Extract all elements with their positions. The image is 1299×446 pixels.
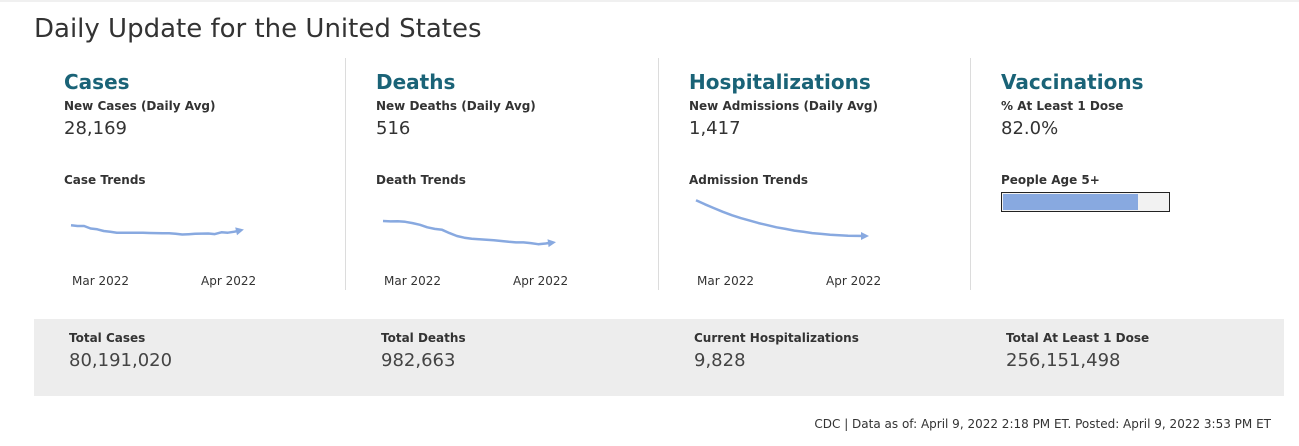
vaccination-progress-bar — [1001, 192, 1170, 212]
vaccinations-heading[interactable]: Vaccinations — [1001, 70, 1144, 94]
case-axis-start: Mar 2022 — [72, 274, 129, 288]
total-cases-label: Total Cases — [69, 331, 146, 345]
death-trends-label: Death Trends — [376, 173, 466, 187]
divider — [345, 58, 346, 290]
admission-trend-chart — [695, 199, 869, 240]
case-trends-label: Case Trends — [64, 173, 146, 187]
current-hospitalizations-label: Current Hospitalizations — [694, 331, 859, 345]
total-cases-value: 80,191,020 — [69, 350, 173, 371]
total-deaths-value: 982,663 — [381, 350, 456, 371]
case-axis-end: Apr 2022 — [201, 274, 257, 288]
cases-card: Cases New Cases (Daily Avg) 28,169 Case … — [64, 58, 334, 290]
trend-arrow-icon — [861, 232, 869, 240]
hospitalizations-heading[interactable]: Hospitalizations — [689, 70, 871, 94]
cases-heading[interactable]: Cases — [64, 70, 130, 94]
new-admissions-value: 1,417 — [689, 118, 741, 139]
at-least-one-dose-value: 82.0% — [1001, 118, 1059, 139]
trend-line — [70, 223, 242, 236]
top-border — [0, 0, 1299, 2]
admission-axis-start: Mar 2022 — [697, 274, 754, 288]
trend-arrow-icon — [235, 227, 244, 236]
death-axis-end: Apr 2022 — [513, 274, 569, 288]
deaths-heading[interactable]: Deaths — [376, 70, 456, 94]
admission-trends-label: Admission Trends — [689, 173, 809, 187]
case-trend-chart — [70, 223, 244, 236]
new-cases-label: New Cases (Daily Avg) — [64, 99, 216, 113]
death-axis-start: Mar 2022 — [384, 274, 441, 288]
new-deaths-label: New Deaths (Daily Avg) — [376, 99, 536, 113]
page-title: Daily Update for the United States — [34, 14, 482, 44]
trend-line — [382, 219, 554, 246]
new-admissions-label: New Admissions (Daily Avg) — [689, 99, 878, 113]
trend-line — [695, 199, 867, 238]
vaccination-progress-fill — [1003, 194, 1139, 210]
trend-arrow-icon — [547, 239, 556, 248]
total-deaths-label: Total Deaths — [381, 331, 466, 345]
new-cases-value: 28,169 — [64, 118, 127, 139]
vaccinations-card: Vaccinations % At Least 1 Dose 82.0% Peo… — [1001, 58, 1271, 290]
divider — [970, 58, 971, 290]
data-as-of-footer: CDC | Data as of: April 9, 2022 2:18 PM … — [814, 417, 1271, 431]
death-trend-chart — [382, 219, 556, 248]
people-age-label: People Age 5+ — [1001, 173, 1100, 187]
at-least-one-dose-label: % At Least 1 Dose — [1001, 99, 1124, 113]
admission-axis-end: Apr 2022 — [826, 274, 882, 288]
divider — [658, 58, 659, 290]
total-at-least-one-dose-value: 256,151,498 — [1006, 350, 1121, 371]
deaths-card: Deaths New Deaths (Daily Avg) 516 Death … — [376, 58, 646, 290]
totals-panel: Total Cases 80,191,020 Total Deaths 982,… — [34, 319, 1284, 396]
current-hospitalizations-value: 9,828 — [694, 350, 746, 371]
total-at-least-one-dose-label: Total At Least 1 Dose — [1006, 331, 1150, 345]
hospitalizations-card: Hospitalizations New Admissions (Daily A… — [689, 58, 959, 290]
new-deaths-value: 516 — [376, 118, 411, 139]
